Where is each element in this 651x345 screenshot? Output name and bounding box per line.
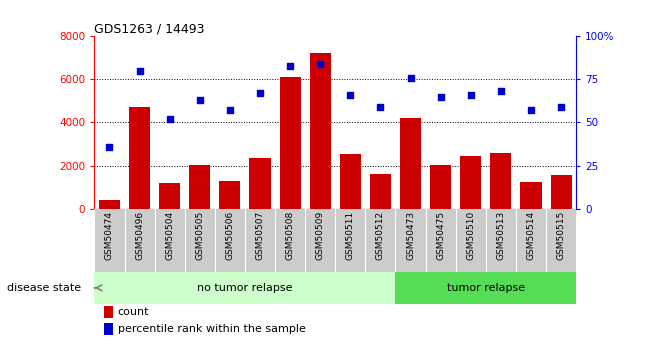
Text: GSM50504: GSM50504	[165, 210, 174, 260]
Bar	[159, 183, 180, 209]
Bar	[104, 306, 113, 318]
Point	[165, 116, 175, 122]
Bar	[395, 272, 576, 304]
Point	[134, 68, 145, 73]
Bar	[340, 154, 361, 209]
Point	[556, 104, 566, 110]
Bar	[310, 53, 331, 209]
Text: GSM50513: GSM50513	[496, 210, 505, 260]
Text: GSM50508: GSM50508	[286, 210, 295, 260]
Bar	[490, 152, 512, 209]
Text: tumor relapse: tumor relapse	[447, 283, 525, 293]
Bar	[104, 323, 113, 335]
Bar	[189, 165, 210, 209]
Bar	[370, 174, 391, 209]
Text: GSM50474: GSM50474	[105, 210, 114, 260]
Point	[406, 75, 416, 80]
Point	[104, 144, 115, 149]
Text: GDS1263 / 14493: GDS1263 / 14493	[94, 22, 205, 35]
Text: GSM50506: GSM50506	[225, 210, 234, 260]
Bar	[249, 158, 271, 209]
Bar	[279, 77, 301, 209]
Text: no tumor relapse: no tumor relapse	[197, 283, 293, 293]
Bar	[400, 118, 421, 209]
Text: GSM50507: GSM50507	[255, 210, 264, 260]
Bar	[129, 107, 150, 209]
Point	[345, 92, 355, 98]
Text: GSM50509: GSM50509	[316, 210, 325, 260]
Point	[465, 92, 476, 98]
Bar	[520, 182, 542, 209]
Bar	[94, 272, 395, 304]
Text: GSM50505: GSM50505	[195, 210, 204, 260]
Point	[255, 90, 265, 96]
Point	[436, 94, 446, 99]
Text: GSM50510: GSM50510	[466, 210, 475, 260]
Text: disease state: disease state	[7, 283, 81, 293]
Point	[526, 108, 536, 113]
Bar	[460, 156, 481, 209]
Text: GSM50512: GSM50512	[376, 210, 385, 260]
Point	[225, 108, 235, 113]
Text: GSM50496: GSM50496	[135, 210, 144, 260]
Point	[285, 63, 296, 68]
Bar	[219, 181, 240, 209]
Bar	[430, 165, 451, 209]
Point	[315, 61, 326, 67]
Text: GSM50511: GSM50511	[346, 210, 355, 260]
Text: GSM50473: GSM50473	[406, 210, 415, 260]
Text: GSM50515: GSM50515	[557, 210, 566, 260]
Bar	[99, 200, 120, 209]
Point	[495, 89, 506, 94]
Text: GSM50475: GSM50475	[436, 210, 445, 260]
Point	[195, 97, 205, 103]
Text: count: count	[118, 307, 149, 317]
Text: percentile rank within the sample: percentile rank within the sample	[118, 325, 305, 334]
Bar	[551, 175, 572, 209]
Point	[375, 104, 385, 110]
Text: GSM50514: GSM50514	[527, 210, 536, 260]
